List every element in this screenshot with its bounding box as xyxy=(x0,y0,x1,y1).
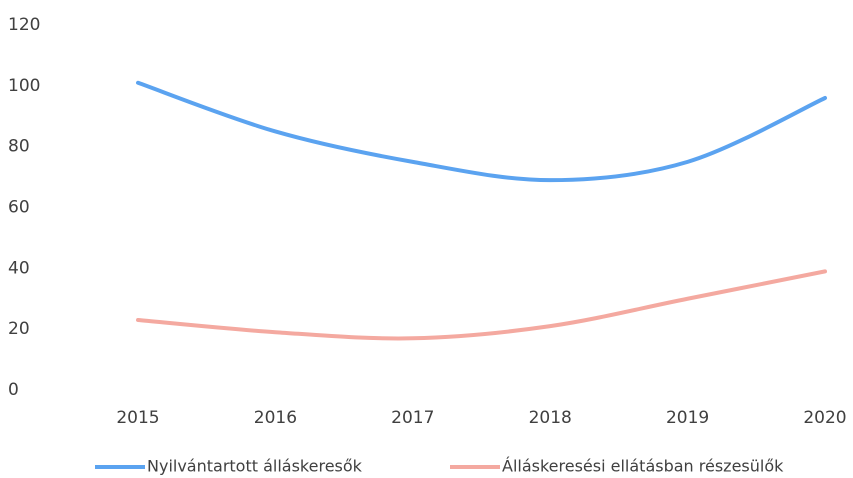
x-tick-label: 2015 xyxy=(116,408,159,428)
x-tick-label: 2019 xyxy=(666,408,709,428)
y-tick-label: 40 xyxy=(8,258,30,278)
x-tick-label: 2016 xyxy=(254,408,297,428)
y-tick-label: 0 xyxy=(8,380,19,400)
legend-label: Nyilvántartott álláskeresők xyxy=(147,457,363,476)
y-tick-label: 100 xyxy=(8,76,40,96)
series-line xyxy=(136,269,827,341)
x-tick-label: 2017 xyxy=(391,408,434,428)
x-tick-label: 2018 xyxy=(529,408,572,428)
legend-label: Álláskeresési ellátásban részesülők xyxy=(502,457,784,476)
y-tick-label: 120 xyxy=(8,15,40,35)
y-tick-label: 80 xyxy=(8,137,30,157)
series-line xyxy=(136,80,827,183)
y-tick-label: 60 xyxy=(8,198,30,218)
x-tick-label: 2020 xyxy=(803,408,846,428)
y-tick-label: 20 xyxy=(8,319,30,339)
